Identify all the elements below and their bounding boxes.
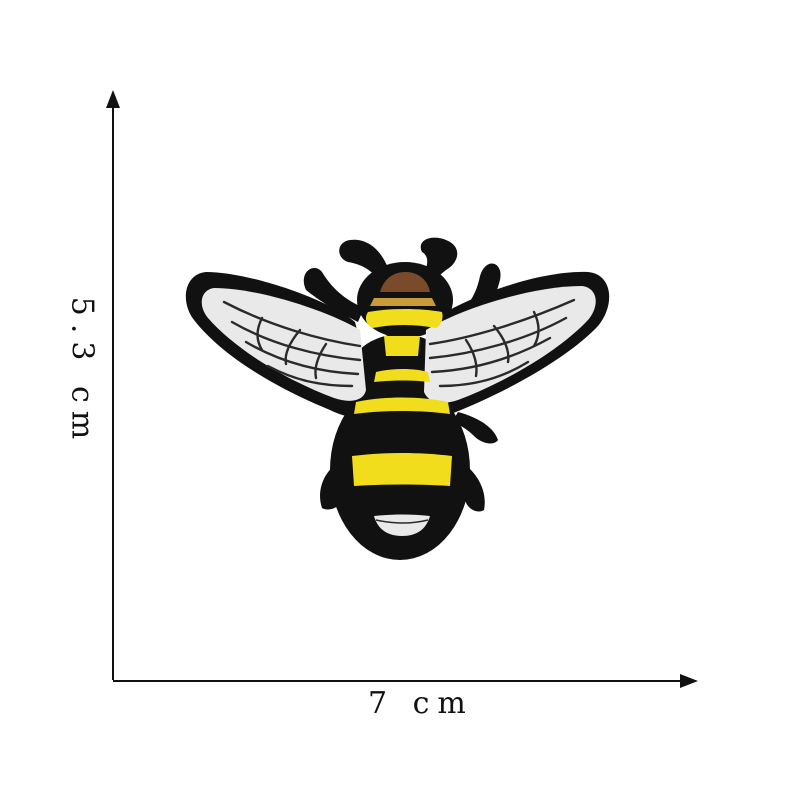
bee-patch bbox=[185, 237, 610, 560]
bee-head bbox=[370, 272, 436, 306]
horizontal-axis-arrowhead bbox=[680, 674, 698, 688]
vertical-axis-arrowhead bbox=[106, 90, 120, 108]
right-wing bbox=[424, 286, 596, 403]
left-wing bbox=[201, 288, 366, 401]
width-dimension-label: 7 cm bbox=[368, 686, 474, 721]
height-dimension-label: 5.3 cm bbox=[64, 296, 100, 448]
bee-thorax bbox=[365, 309, 443, 382]
bee-abdomen bbox=[352, 397, 452, 536]
dimension-axes bbox=[106, 90, 698, 688]
